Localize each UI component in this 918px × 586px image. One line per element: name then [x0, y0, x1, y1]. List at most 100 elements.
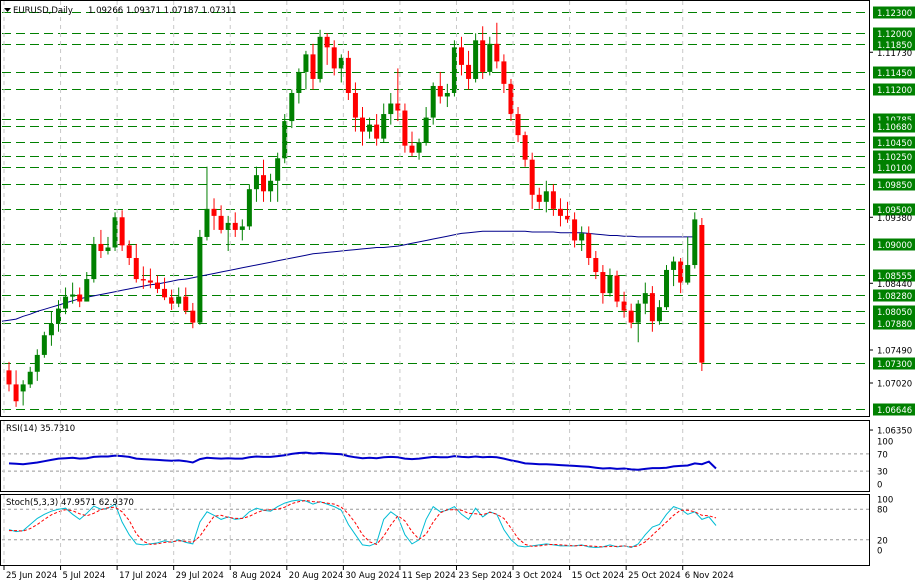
- bull-candle[interactable]: [225, 215, 231, 251]
- bull-candle[interactable]: [416, 138, 422, 160]
- bull-candle[interactable]: [444, 83, 450, 108]
- bear-candle[interactable]: [261, 159, 267, 202]
- bear-candle[interactable]: [77, 287, 83, 308]
- bear-candle[interactable]: [211, 198, 217, 230]
- bull-candle[interactable]: [381, 103, 387, 143]
- bull-candle[interactable]: [34, 349, 40, 381]
- bear-candle[interactable]: [133, 243, 139, 283]
- bull-candle[interactable]: [239, 219, 245, 241]
- bear-candle[interactable]: [119, 210, 125, 251]
- bull-candle[interactable]: [55, 300, 61, 332]
- bear-candle[interactable]: [586, 226, 592, 266]
- dropdown-triangle-icon[interactable]: [4, 8, 11, 12]
- bear-candle[interactable]: [550, 184, 556, 216]
- bull-candle[interactable]: [692, 212, 698, 269]
- bull-candle[interactable]: [197, 229, 203, 325]
- bear-candle[interactable]: [190, 302, 196, 329]
- bear-candle[interactable]: [522, 131, 528, 167]
- bear-candle[interactable]: [169, 289, 175, 310]
- bull-candle[interactable]: [487, 36, 493, 76]
- bull-candle[interactable]: [543, 180, 549, 213]
- bear-candle[interactable]: [529, 152, 535, 209]
- bear-candle[interactable]: [699, 217, 705, 372]
- bull-candle[interactable]: [84, 272, 90, 302]
- bull-candle[interactable]: [105, 236, 111, 255]
- bear-candle[interactable]: [352, 82, 358, 132]
- bear-candle[interactable]: [360, 107, 365, 146]
- bear-candle[interactable]: [600, 265, 606, 304]
- bull-candle[interactable]: [338, 54, 344, 83]
- bull-candle[interactable]: [282, 114, 288, 164]
- bull-candle[interactable]: [664, 265, 670, 310]
- bull-candle[interactable]: [27, 366, 33, 388]
- bear-candle[interactable]: [13, 370, 19, 407]
- bear-candle[interactable]: [593, 250, 599, 280]
- bear-candle[interactable]: [409, 131, 415, 157]
- bull-candle[interactable]: [41, 331, 47, 358]
- bear-candle[interactable]: [310, 43, 316, 90]
- bull-candle[interactable]: [685, 236, 691, 285]
- bull-candle[interactable]: [367, 117, 373, 139]
- bear-candle[interactable]: [678, 258, 684, 294]
- bull-candle[interactable]: [388, 92, 394, 125]
- bull-candle[interactable]: [473, 33, 479, 83]
- bear-candle[interactable]: [536, 187, 542, 209]
- bull-candle[interactable]: [253, 166, 259, 202]
- bull-candle[interactable]: [246, 184, 252, 230]
- bull-candle[interactable]: [275, 152, 281, 202]
- bull-candle[interactable]: [20, 380, 26, 406]
- bear-candle[interactable]: [621, 291, 627, 318]
- bear-candle[interactable]: [614, 270, 620, 308]
- bear-candle[interactable]: [218, 205, 224, 234]
- bear-candle[interactable]: [557, 198, 563, 227]
- bear-candle[interactable]: [395, 68, 401, 122]
- bull-candle[interactable]: [423, 107, 429, 146]
- bear-candle[interactable]: [466, 50, 472, 90]
- bull-candle[interactable]: [289, 89, 295, 129]
- bear-candle[interactable]: [162, 277, 168, 301]
- bear-candle[interactable]: [437, 71, 443, 104]
- bear-candle[interactable]: [458, 36, 464, 76]
- bull-candle[interactable]: [635, 300, 641, 343]
- bear-candle[interactable]: [649, 286, 655, 332]
- bear-candle[interactable]: [154, 275, 160, 294]
- bear-candle[interactable]: [374, 114, 380, 146]
- bear-candle[interactable]: [628, 303, 634, 329]
- bear-candle[interactable]: [183, 287, 189, 315]
- bull-candle[interactable]: [430, 82, 436, 125]
- bear-candle[interactable]: [324, 33, 330, 65]
- stoch-panel[interactable]: [0, 494, 870, 566]
- bull-candle[interactable]: [91, 236, 97, 283]
- bear-candle[interactable]: [494, 22, 500, 69]
- bull-candle[interactable]: [268, 173, 274, 202]
- bull-candle[interactable]: [671, 256, 677, 287]
- bull-candle[interactable]: [63, 287, 69, 315]
- bear-candle[interactable]: [98, 229, 104, 259]
- bear-candle[interactable]: [140, 266, 146, 289]
- bull-candle[interactable]: [642, 282, 648, 315]
- bull-candle[interactable]: [579, 226, 585, 251]
- bear-candle[interactable]: [508, 78, 514, 122]
- bull-candle[interactable]: [656, 300, 662, 325]
- bull-candle[interactable]: [176, 287, 182, 308]
- bear-candle[interactable]: [515, 107, 521, 143]
- bull-candle[interactable]: [204, 166, 210, 241]
- bear-candle[interactable]: [565, 201, 571, 223]
- bear-candle[interactable]: [480, 26, 486, 79]
- bear-candle[interactable]: [147, 268, 153, 289]
- bear-candle[interactable]: [232, 212, 238, 237]
- bear-candle[interactable]: [402, 103, 408, 153]
- bull-candle[interactable]: [112, 212, 118, 251]
- main-price-panel[interactable]: [0, 0, 870, 417]
- bear-candle[interactable]: [331, 40, 337, 76]
- bull-candle[interactable]: [451, 40, 457, 97]
- bear-candle[interactable]: [501, 54, 507, 93]
- bull-candle[interactable]: [70, 282, 76, 304]
- bear-candle[interactable]: [126, 240, 132, 266]
- bear-candle[interactable]: [572, 212, 578, 248]
- bull-candle[interactable]: [48, 311, 54, 346]
- bear-candle[interactable]: [6, 361, 12, 392]
- bull-candle[interactable]: [303, 50, 309, 90]
- bull-candle[interactable]: [296, 68, 302, 104]
